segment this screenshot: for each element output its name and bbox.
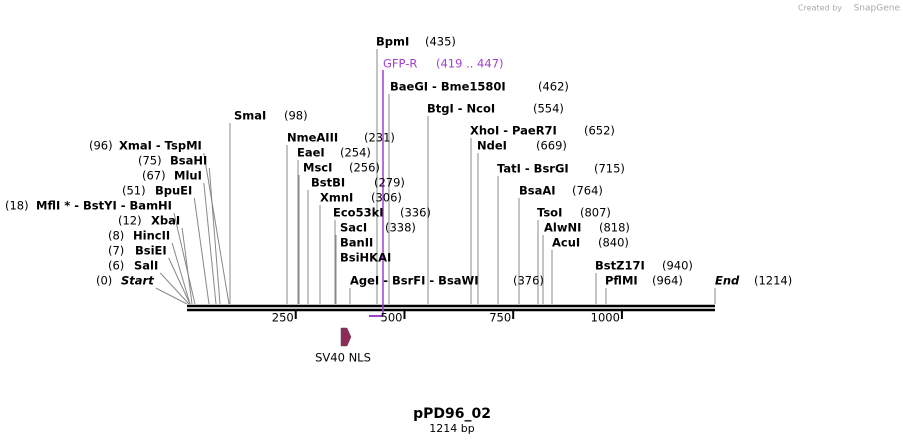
subtitle: 1214 bp [429, 422, 474, 435]
site-connector [181, 227, 193, 305]
site-name: BanII [340, 236, 373, 250]
site-name: XmnI [320, 191, 353, 205]
site-position: (75) [138, 154, 162, 168]
title: pPD96_02 [413, 406, 491, 422]
site-connector [208, 167, 221, 305]
site-name: Eco53kI [333, 206, 384, 220]
site-position: (96) [89, 139, 113, 153]
feature-arrow [340, 327, 352, 347]
ruler-label: 500 [381, 311, 403, 325]
site-position: (7) [108, 244, 124, 258]
site-position: (940) [662, 259, 693, 273]
site-position: (0) [96, 274, 112, 288]
brand: SnapGene [854, 4, 901, 14]
site-position: (67) [142, 169, 166, 183]
site-name: BpuEI [155, 184, 192, 198]
site-position: (554) [533, 102, 564, 116]
site-position: (376) [513, 274, 544, 288]
site-connector [203, 182, 217, 305]
site-name: AlwNI [544, 221, 581, 235]
site-position: (462) [538, 80, 569, 94]
site-connector [171, 242, 191, 305]
ruler-label: 250 [272, 311, 294, 325]
site-position: (6) [108, 259, 124, 273]
site-position: (336) [400, 206, 431, 220]
site-connector [155, 287, 188, 305]
site-name: Start [121, 274, 154, 288]
site-connector [168, 257, 191, 305]
site-position: (231) [364, 131, 395, 145]
site-position: (807) [580, 206, 611, 220]
site-name: SmaI [234, 109, 266, 123]
site-name: SalI [134, 259, 158, 273]
site-name: BsiEI [135, 244, 167, 258]
site-name: NmeAIII [287, 131, 338, 145]
credit: Created by [798, 4, 842, 13]
site-position: (279) [374, 176, 405, 190]
site-name: BstBI [311, 176, 345, 190]
site-name: TsoI [537, 206, 562, 220]
primer-name: GFP-R [383, 57, 417, 71]
site-name: BaeGI - Bme1580I [390, 80, 506, 94]
site-connector [173, 212, 196, 305]
site-position: (12) [118, 214, 142, 228]
site-position: (669) [536, 139, 567, 153]
primer-range: (419 .. 447) [436, 57, 504, 71]
site-position: (18) [5, 199, 29, 213]
site-name: XbaI [151, 214, 180, 228]
site-position: (715) [594, 162, 625, 176]
site-name: BpmI [376, 35, 409, 49]
site-name: BsaAI [519, 184, 556, 198]
site-name: PflMI [605, 274, 638, 288]
site-position: (964) [652, 274, 683, 288]
site-position: (764) [572, 184, 603, 198]
site-name: BtgI - NcoI [427, 102, 495, 116]
site-position: (840) [598, 236, 629, 250]
site-position: (254) [340, 146, 371, 160]
site-position: (652) [584, 124, 615, 138]
site-name: BsaHI [170, 154, 207, 168]
site-name: BsiHKAI [340, 251, 391, 265]
site-name: SacI [340, 221, 367, 235]
site-name: MscI [303, 161, 332, 175]
site-position: (8) [108, 229, 124, 243]
site-position: (306) [371, 191, 402, 205]
site-name: XmaI - TspMI [119, 139, 202, 153]
site-position: (435) [425, 35, 456, 49]
site-connector [193, 197, 210, 305]
site-name: AgeI - BsrFI - BsaWI [350, 274, 479, 288]
site-position: (1214) [754, 274, 792, 288]
site-name: NdeI [477, 139, 507, 153]
feature-name: SV40 NLS [315, 351, 371, 365]
ruler-label: 750 [489, 311, 511, 325]
site-connector [203, 152, 230, 305]
site-name: TatI - BsrGI [497, 162, 569, 176]
site-position: (338) [385, 221, 416, 235]
site-name: AcuI [552, 236, 580, 250]
site-position: (256) [349, 161, 380, 175]
site-name: EaeI [297, 146, 325, 160]
site-position: (98) [284, 109, 308, 123]
site-position: (51) [122, 184, 146, 198]
site-name: BstZ17I [595, 259, 645, 273]
site-name: MluI [174, 169, 202, 183]
site-position: (818) [599, 221, 630, 235]
site-name: XhoI - PaeR7I [470, 124, 557, 138]
ruler-label: 1000 [591, 311, 620, 325]
site-connector [159, 272, 190, 305]
site-name: End [715, 274, 740, 288]
site-name: HincII [133, 229, 170, 243]
site-name: MflI * - BstYI - BamHI [36, 199, 172, 213]
